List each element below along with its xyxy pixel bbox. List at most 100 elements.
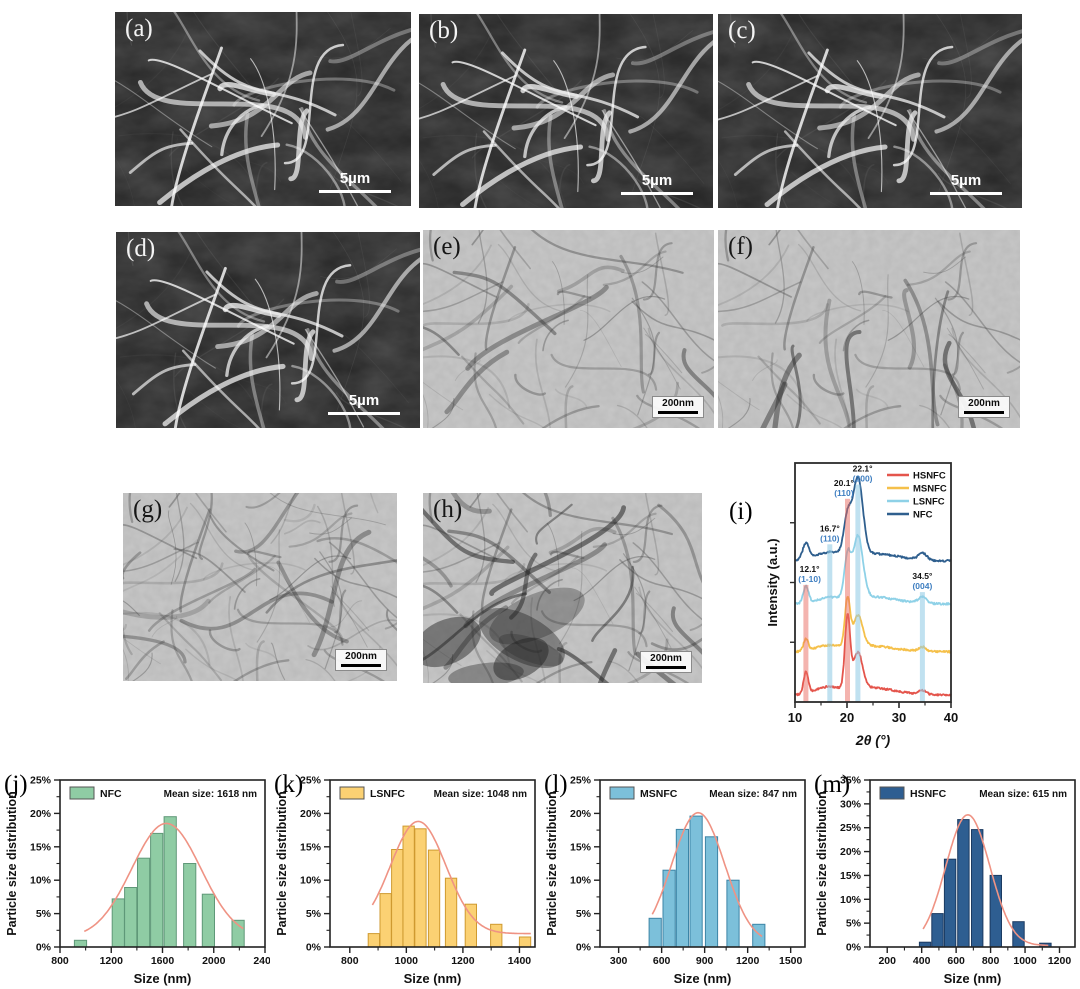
svg-text:15%: 15%: [840, 870, 862, 882]
scale-bar-line: [646, 666, 686, 669]
histogram-plot: 0% 5% 10% 15% 20% 25% 30% 35% 200 400 600 800 1000 12…: [815, 775, 1076, 986]
panel-label-l: (l): [544, 771, 568, 798]
scale-bar-line: [341, 664, 381, 667]
svg-text:LSNFC: LSNFC: [913, 497, 945, 508]
svg-text:MSNFC: MSNFC: [913, 484, 947, 495]
svg-text:10%: 10%: [300, 875, 322, 887]
histogram-hsnfc-panel: (m) 0% 5% 10% 15% 20% 25% 30% 35% 200 400 600 800 10…: [812, 760, 1080, 989]
svg-text:10%: 10%: [30, 875, 52, 887]
svg-text:1500: 1500: [779, 955, 803, 967]
svg-text:Particle size distribution: Particle size distribution: [545, 791, 559, 935]
scale-bar-text: 5µm: [348, 392, 380, 409]
svg-text:0%: 0%: [846, 942, 862, 954]
svg-text:35%: 35%: [840, 775, 862, 787]
svg-text:10%: 10%: [840, 894, 862, 906]
svg-text:(110): (110): [820, 533, 840, 543]
svg-text:2400: 2400: [253, 955, 270, 967]
svg-text:Size (nm): Size (nm): [404, 971, 462, 986]
svg-text:20%: 20%: [840, 846, 862, 858]
svg-text:25%: 25%: [570, 775, 592, 787]
svg-text:0%: 0%: [576, 942, 592, 954]
sem-micrograph-art: [116, 232, 420, 428]
svg-text:1600: 1600: [151, 955, 175, 967]
svg-text:34.5°: 34.5°: [912, 571, 933, 581]
sem-image-b: (b) 5µm: [419, 14, 713, 208]
svg-text:600: 600: [653, 955, 671, 967]
panel-label-h: (h): [433, 496, 463, 523]
svg-text:300: 300: [610, 955, 628, 967]
svg-text:800: 800: [341, 955, 359, 967]
svg-text:2θ (°): 2θ (°): [855, 732, 891, 748]
svg-text:Particle size distribution: Particle size distribution: [815, 791, 829, 935]
svg-text:(110): (110): [834, 488, 854, 498]
svg-text:800: 800: [982, 955, 1000, 967]
histogram-msnfc-panel: (l) 0% 5% 10% 15% 20% 25% 300 600 900 1200 1500 MSN…: [542, 760, 810, 989]
scale-bar-text: 5µm: [950, 172, 982, 189]
scale-bar-line: [328, 412, 400, 415]
panel-label-m: (m): [814, 771, 851, 798]
scale-bar-text: 200nm: [968, 398, 1000, 409]
svg-text:20%: 20%: [570, 808, 592, 820]
sem-image-c: (c) 5µm: [718, 14, 1022, 208]
scale-bar-text: 5µm: [339, 170, 371, 187]
svg-text:NFC: NFC: [913, 510, 933, 521]
svg-text:22.1°: 22.1°: [853, 464, 874, 474]
svg-text:10%: 10%: [570, 875, 592, 887]
tem-micrograph-art: [718, 230, 1020, 428]
panel-label-j: (j): [4, 771, 28, 798]
svg-text:Intensity (a.u.): Intensity (a.u.): [765, 538, 780, 626]
svg-text:30: 30: [892, 710, 906, 725]
panel-label-d: (d): [126, 235, 156, 262]
svg-text:15%: 15%: [570, 841, 592, 853]
svg-text:15%: 15%: [30, 841, 52, 853]
scale-bar-text: 200nm: [650, 653, 682, 664]
panel-label-f: (f): [728, 233, 753, 260]
svg-text:Particle size distribution: Particle size distribution: [275, 791, 289, 935]
svg-text:400: 400: [913, 955, 931, 967]
scale-bar: 5µm: [328, 392, 400, 415]
sem-image-d: (d) 5µm: [116, 232, 420, 428]
svg-text:20%: 20%: [300, 808, 322, 820]
panel-label-a: (a): [125, 15, 153, 42]
scale-bar: 5µm: [930, 172, 1002, 195]
sem-micrograph-art: [718, 14, 1022, 208]
xrd-chart-panel: (i) 12.1° (1-10) 16.7° (110) 20.1° (110) 22.1°…: [723, 455, 978, 755]
svg-text:200: 200: [878, 955, 896, 967]
xrd-plot: 12.1°(1-10)16.7°(110)20.1°(110)22.1°(200…: [765, 462, 958, 748]
tem-image-h: (h) 200nm: [423, 493, 702, 683]
panel-label-c: (c): [728, 17, 756, 44]
histogram-lsnfc-panel: (k) 0% 5% 10% 15% 20% 25% 800 1000 1200 1400 LSNFC…: [272, 760, 540, 989]
svg-text:Mean size: 615 nm: Mean size: 615 nm: [979, 789, 1067, 800]
svg-text:Size (nm): Size (nm): [674, 971, 732, 986]
svg-text:25%: 25%: [840, 822, 862, 834]
panel-label-b: (b): [429, 17, 459, 44]
svg-text:Particle size distribution: Particle size distribution: [5, 791, 19, 935]
scale-bar: 5µm: [621, 172, 693, 195]
scale-bar: 5µm: [319, 170, 391, 193]
scale-bar-line: [319, 190, 391, 193]
svg-text:LSNFC: LSNFC: [370, 788, 405, 800]
svg-text:HSNFC: HSNFC: [910, 788, 947, 800]
tem-image-g: (g) 200nm: [123, 493, 397, 681]
panel-label-i: (i): [729, 498, 753, 525]
svg-text:Mean size: 847 nm: Mean size: 847 nm: [709, 789, 797, 800]
svg-text:0%: 0%: [306, 942, 322, 954]
svg-text:1200: 1200: [451, 955, 475, 967]
panel-label-e: (e): [433, 233, 461, 260]
svg-text:1200: 1200: [736, 955, 760, 967]
svg-text:5%: 5%: [576, 908, 592, 920]
svg-text:20.1°: 20.1°: [834, 478, 855, 488]
svg-text:NFC: NFC: [100, 788, 122, 800]
svg-text:MSNFC: MSNFC: [640, 788, 678, 800]
scale-bar: 200nm: [335, 649, 387, 671]
svg-text:Size (nm): Size (nm): [944, 971, 1002, 986]
svg-text:1000: 1000: [395, 955, 419, 967]
panel-label-k: (k): [274, 771, 304, 798]
svg-text:15%: 15%: [300, 841, 322, 853]
scale-bar-line: [930, 192, 1002, 195]
histogram-nfc-panel: (j) 0% 5% 10% 15% 20% 25% 800 1200 1600 2000 2400 N…: [2, 760, 270, 989]
svg-text:5%: 5%: [846, 918, 862, 930]
scale-bar-line: [658, 411, 698, 414]
svg-text:1000: 1000: [1013, 955, 1037, 967]
scale-bar: 200nm: [958, 396, 1010, 418]
